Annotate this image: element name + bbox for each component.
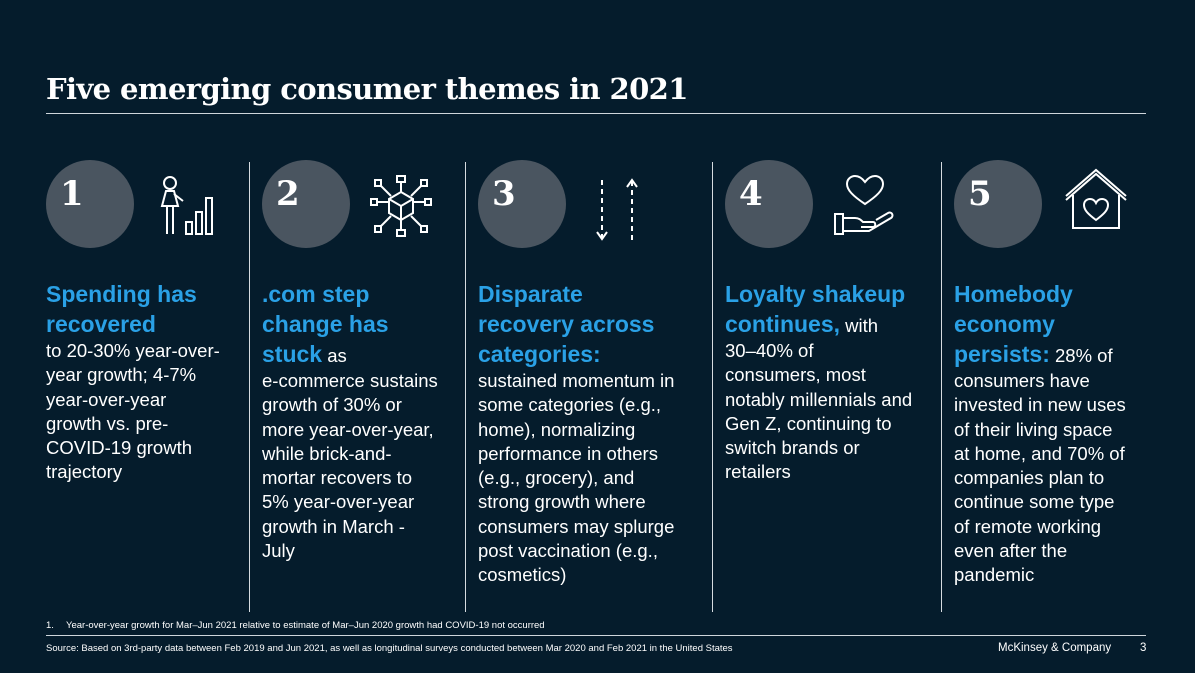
theme-body: invested in new uses — [954, 394, 1126, 416]
number-circle: 5 — [954, 160, 1042, 248]
column-divider — [249, 162, 250, 612]
theme-headline: stuck — [262, 341, 323, 367]
network-cube-icon — [369, 174, 433, 238]
number-circle: 3 — [478, 160, 566, 248]
theme-headline: categories: — [478, 341, 601, 367]
theme-body: of remote working — [954, 515, 1102, 537]
theme-headline: .com step — [262, 281, 370, 307]
theme-body: as — [322, 345, 347, 366]
column-divider — [941, 162, 942, 612]
title-divider — [46, 113, 1146, 114]
number-circle: 4 — [725, 160, 813, 248]
person-growth-chart-icon — [156, 174, 220, 238]
theme-number: 5 — [968, 174, 992, 214]
theme-headline: Homebody — [954, 281, 1073, 307]
theme-headline: Disparate — [478, 281, 583, 307]
column-divider — [712, 162, 713, 612]
theme-body: with — [840, 315, 879, 336]
source-note: Source: Based on 3rd-party data between … — [46, 643, 733, 654]
theme-headline: recovery across — [478, 311, 655, 337]
theme-body: 5% year-over-year — [262, 491, 415, 513]
theme-headline: recovered — [46, 311, 156, 337]
brand-name: McKinsey & Company — [998, 642, 1112, 654]
theme-body: e-commerce sustains — [262, 370, 438, 391]
theme-number: 3 — [492, 174, 516, 214]
theme-body: 28% of — [1049, 345, 1113, 366]
theme-body: post vaccination (e.g., — [478, 540, 658, 562]
theme-body: growth in March - — [262, 515, 405, 537]
theme-body: consumers may splurge — [478, 515, 675, 537]
theme-body: consumers have — [954, 370, 1090, 391]
theme-number: 4 — [739, 174, 763, 214]
theme-number: 2 — [276, 174, 300, 214]
theme-headline: continues, — [725, 311, 841, 337]
theme-headline: Spending has — [46, 281, 197, 307]
page-title: Five emerging consumer themes in 2021 — [46, 72, 688, 106]
theme-body: 30–40% of — [725, 340, 814, 361]
theme-text: Loyalty shakeup continues, with 30–40% o… — [725, 279, 935, 485]
theme-body: July — [262, 540, 295, 562]
theme-body: home), normalizing — [478, 418, 636, 440]
theme-body: year growth; 4-7% — [46, 364, 197, 386]
theme-body: consumers, most — [725, 364, 866, 386]
theme-body: even after the — [954, 540, 1068, 562]
number-circle: 1 — [46, 160, 134, 248]
theme-body: while brick-and- — [262, 442, 392, 464]
theme-text: Homebody economy persists: 28% of consum… — [954, 279, 1149, 588]
theme-body: growth vs. pre- — [46, 412, 169, 434]
theme-body: COVID-19 growth — [46, 437, 192, 459]
theme-body: year-over-year — [46, 388, 167, 410]
footer-divider — [46, 635, 1146, 636]
theme-number: 1 — [60, 174, 84, 214]
theme-body: sustained momentum in — [478, 370, 675, 391]
theme-headline: Loyalty shakeup — [725, 281, 906, 307]
theme-body: pandemic — [954, 564, 1035, 586]
theme-headline: persists: — [954, 341, 1050, 367]
footnote-number: 1. — [46, 620, 54, 631]
theme-body: of their living space — [954, 418, 1113, 440]
theme-body: trajectory — [46, 461, 123, 483]
footnote: 1. Year-over-year growth for Mar–Jun 2021… — [46, 620, 545, 631]
theme-headline: change has — [262, 311, 389, 337]
theme-body: at home, and 70% of — [954, 442, 1125, 464]
theme-text: Spending has recovered to 20-30% year-ov… — [46, 279, 246, 485]
theme-body: strong growth where — [478, 491, 646, 513]
theme-body: retailers — [725, 461, 791, 483]
theme-body: continue some type — [954, 491, 1115, 513]
theme-body: more year-over-year, — [262, 418, 434, 440]
theme-body: performance in others — [478, 442, 658, 464]
theme-body: some categories (e.g., — [478, 394, 662, 416]
theme-body: Gen Z, continuing to — [725, 412, 892, 434]
page-number: 3 — [1140, 642, 1147, 654]
number-circle: 2 — [262, 160, 350, 248]
theme-body: to 20-30% year-over- — [46, 340, 220, 361]
up-down-arrows-icon — [586, 174, 650, 244]
heart-hand-icon — [833, 174, 897, 238]
theme-text: .com step change has stuck as e-commerce… — [262, 279, 462, 563]
theme-body: mortar recovers to — [262, 467, 413, 489]
theme-text: Disparate recovery across categories: su… — [478, 279, 703, 588]
theme-body: notably millennials and — [725, 388, 913, 410]
theme-body: growth of 30% or — [262, 394, 402, 416]
theme-body: companies plan to — [954, 467, 1105, 489]
column-divider — [465, 162, 466, 612]
theme-body: cosmetics) — [478, 564, 567, 586]
footnote-text: Year-over-year growth for Mar–Jun 2021 r… — [66, 620, 545, 631]
theme-body: switch brands or — [725, 437, 860, 459]
theme-body: (e.g., grocery), and — [478, 467, 635, 489]
heart-house-icon — [1064, 166, 1128, 230]
theme-headline: economy — [954, 311, 1055, 337]
